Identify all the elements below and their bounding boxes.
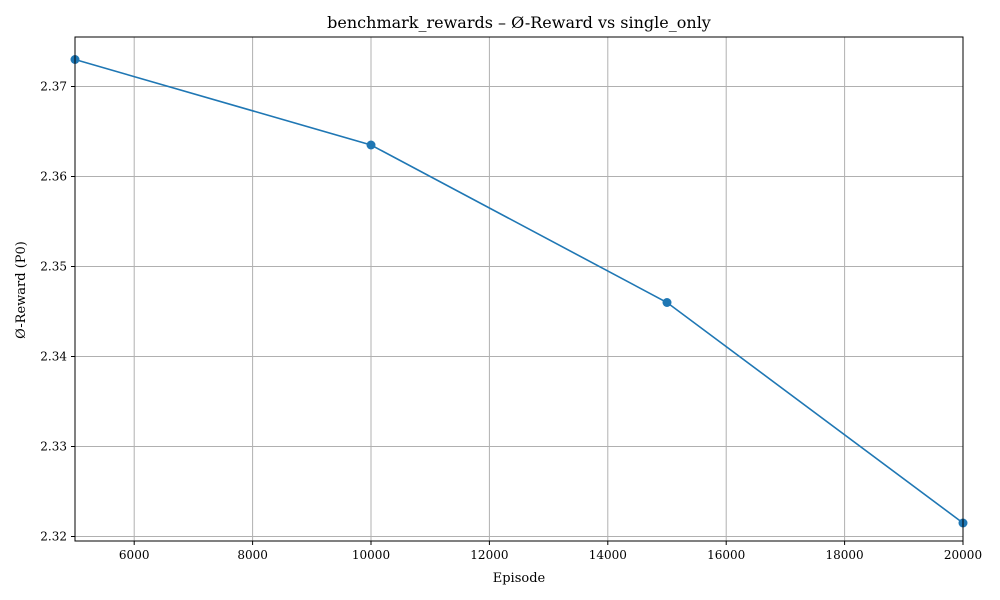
series-layer	[74, 58, 964, 524]
data-point	[366, 140, 376, 150]
y-tick-label: 2.33	[40, 440, 67, 454]
x-axis-ticks: 6000 8000 10000 12000 14000 16000 18000 20000	[119, 541, 982, 562]
x-tick-label: 10000	[352, 548, 390, 562]
y-tick-label: 2.37	[40, 80, 67, 94]
x-tick-label: 16000	[707, 548, 745, 562]
x-tick-label: 18000	[826, 548, 864, 562]
x-tick-label: 12000	[470, 548, 508, 562]
grid-lines	[75, 37, 964, 541]
series-line	[74, 58, 964, 524]
x-tick-label: 14000	[589, 548, 627, 562]
x-tick-label: 6000	[119, 548, 150, 562]
y-tick-label: 2.36	[40, 170, 67, 184]
x-axis-label: Episode	[493, 571, 546, 586]
x-tick-label: 8000	[237, 548, 268, 562]
data-point	[662, 298, 672, 307]
y-tick-label: 2.34	[40, 350, 67, 364]
y-axis-label: Ø-Reward (P0)	[14, 241, 29, 339]
x-tick-label: 20000	[944, 548, 982, 562]
y-tick-label: 2.35	[40, 260, 67, 274]
data-points	[70, 55, 968, 528]
plot-frame	[74, 36, 964, 542]
chart-title: benchmark_rewards – Ø-Reward vs single_o…	[327, 13, 711, 32]
y-tick-label: 2.32	[40, 530, 67, 544]
y-axis-ticks: 2.32 2.33 2.34 2.35 2.36 2.37	[40, 80, 75, 544]
